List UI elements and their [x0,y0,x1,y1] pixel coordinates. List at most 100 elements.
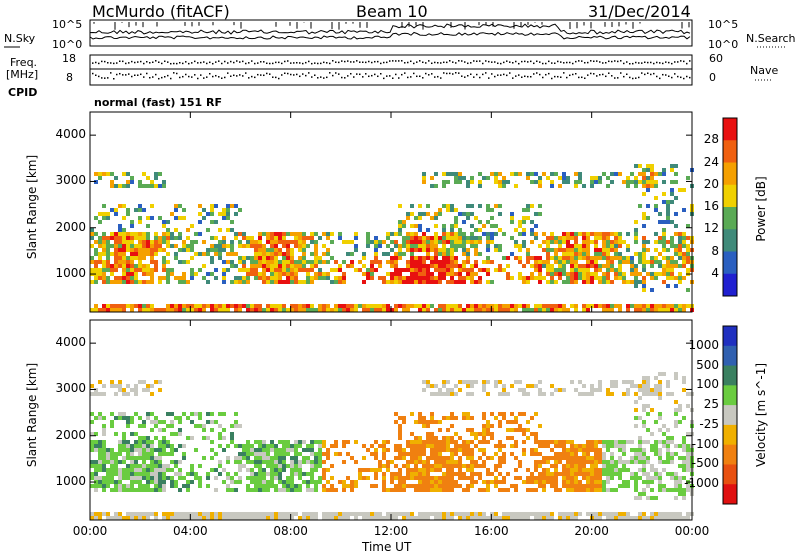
velocity-cell [102,432,106,436]
power-cell [558,176,562,180]
power-cell [338,304,342,308]
velocity-cell [558,440,562,444]
velocity-cell [482,512,486,516]
freq-point [347,60,349,62]
velocity-cell [562,480,566,484]
power-cell [334,308,338,312]
velocity-cell [522,516,526,520]
velocity-cell [446,388,450,392]
power-cell [266,260,270,264]
velocity-cell [166,412,170,416]
power-cell [286,276,290,280]
velocity-cell [310,512,314,516]
power-cell [522,220,526,224]
power-cell [366,304,370,308]
velocity-cell [354,460,358,464]
velocity-cell [238,468,242,472]
power-cell [478,276,482,280]
power-cell [162,184,166,188]
nsky-label: N.Sky [4,32,36,45]
cpid-text: normal (fast) 151 RF [94,96,222,109]
velocity-cell [94,516,98,520]
velocity-cell [146,412,150,416]
power-cell [470,268,474,272]
velocity-cell [434,436,438,440]
freq-point [497,62,499,65]
nave-point [551,77,553,80]
velocity-cell [514,468,518,472]
velocity-cell [254,516,258,520]
power-cell [522,216,526,220]
power-cell [658,172,662,176]
velocity-cell [614,516,618,520]
velocity-cell [414,436,418,440]
power-cell [642,308,646,312]
nave-point [383,77,385,80]
velocity-cell [102,384,106,388]
velocity-cell [610,476,614,480]
velocity-cell [494,452,498,456]
power-cell [418,256,422,260]
velocity-cell [598,456,602,460]
power-cell [186,236,190,240]
power-cell [538,272,542,276]
velocity-cell [98,412,102,416]
velocity-cell [358,476,362,480]
power-cell [470,272,474,276]
power-cell [466,256,470,260]
power-cell [570,264,574,268]
power-cell [442,232,446,236]
nave-point [233,74,235,77]
power-cell [462,268,466,272]
velocity-cell [470,472,474,476]
nave-point [509,72,511,74]
velocity-cell [650,496,654,500]
power-cell [554,256,558,260]
power-cell [458,172,462,176]
velocity-cell [562,440,566,444]
velocity-cell [510,452,514,456]
power-cell [282,240,286,244]
power-cell [494,232,498,236]
velocity-cell [170,420,174,424]
velocity-cell [290,488,294,492]
power-cell [182,244,186,248]
power-cell [638,308,642,312]
power-cell [186,304,190,308]
power-cell [430,264,434,268]
velocity-cell [650,464,654,468]
power-cell [570,268,574,272]
power-cell [114,176,118,180]
power-cell [502,180,506,184]
velocity-cell [270,468,274,472]
nave-point [227,72,229,74]
power-cell [114,208,118,212]
velocity-cell [638,452,642,456]
power-cell [322,232,326,236]
nave-point [614,77,616,79]
power-cell [606,268,610,272]
power-cell [106,280,110,284]
power-cell [462,252,466,256]
velocity-cell [382,464,386,468]
power-cell [214,276,218,280]
power-cell [566,260,570,264]
power-cell [326,236,330,240]
power-cell [502,176,506,180]
velocity-cell [466,488,470,492]
power-cell [290,264,294,268]
velocity-cell [302,448,306,452]
power-cell [102,280,106,284]
velocity-cell [430,416,434,420]
power-cell [454,224,458,228]
velocity-colorbar-tick: -25 [699,416,719,431]
power-cell [494,304,498,308]
velocity-cell [262,448,266,452]
velocity-cell [526,468,530,472]
velocity-cell [470,432,474,436]
power-cell [286,256,290,260]
power-cell [274,240,278,244]
velocity-cell [614,440,618,444]
freq-point [680,60,682,62]
velocity-cell [566,516,570,520]
